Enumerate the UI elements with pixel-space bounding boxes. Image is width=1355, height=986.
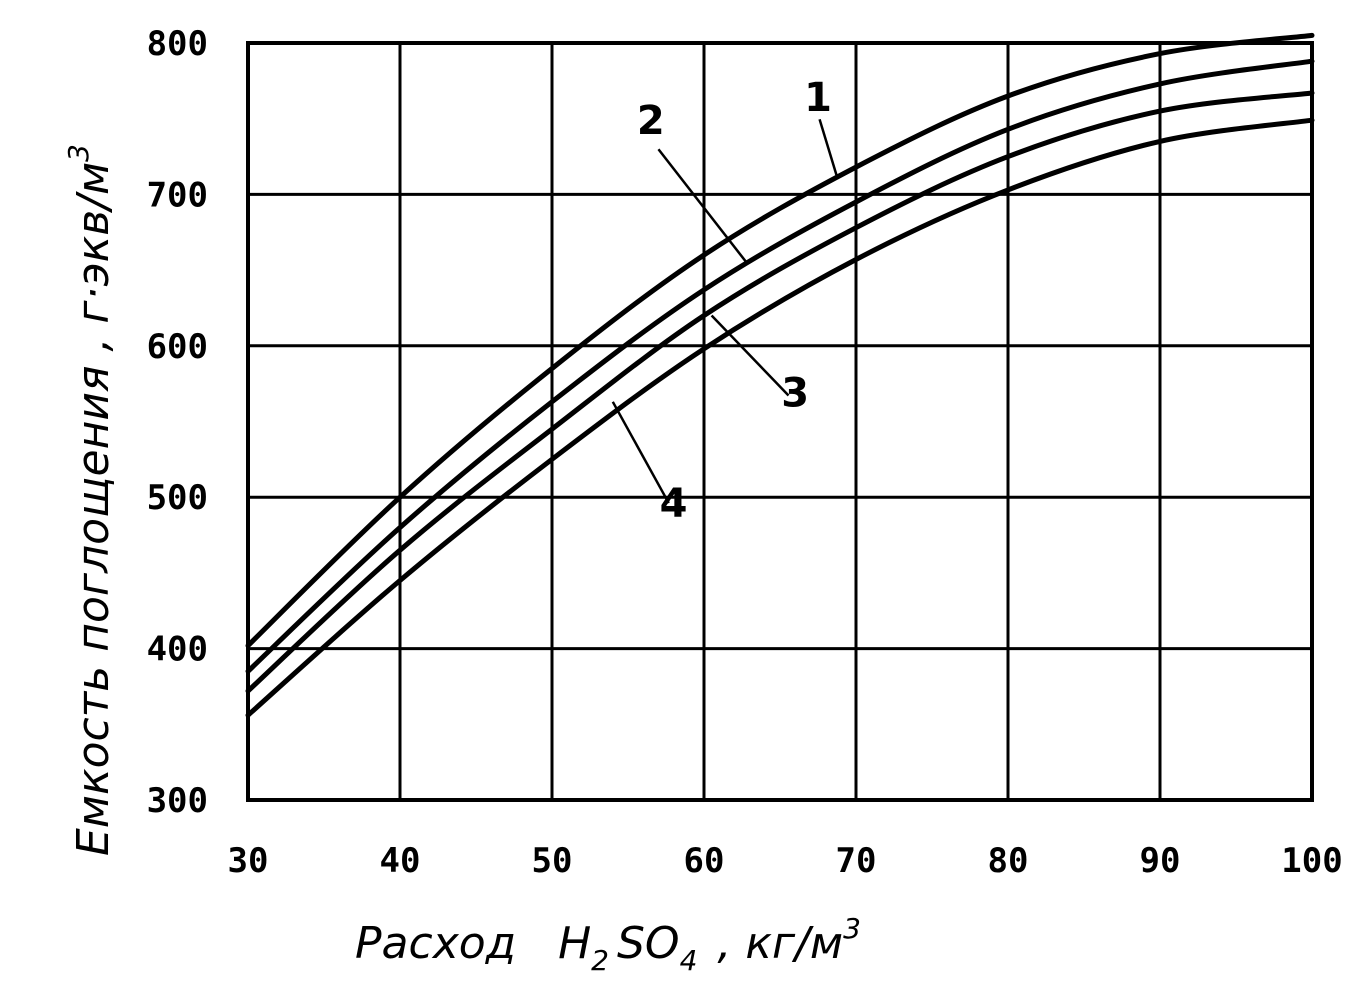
x-axis-title-main: Расход xyxy=(355,918,516,969)
curve-leader-line xyxy=(611,401,670,504)
series-lines xyxy=(245,32,1315,718)
y-tick-label: 600 xyxy=(147,327,208,367)
y-tick-label: 400 xyxy=(147,630,208,670)
x-tick-label: 70 xyxy=(836,841,877,881)
curve-labels: 1 2 3 4 xyxy=(611,75,839,527)
x-tick-label: 80 xyxy=(988,841,1029,881)
curve-label-4: 4 xyxy=(660,481,688,527)
y-tick-label: 800 xyxy=(147,24,208,64)
x-axis-unit-sup: 3 xyxy=(843,912,861,945)
x-tick-label: 40 xyxy=(380,841,421,881)
y-tick-label: 300 xyxy=(147,781,208,821)
plot-border xyxy=(246,41,1314,802)
curve-leader-line xyxy=(657,148,748,264)
grid-lines xyxy=(246,41,1314,802)
x-tick-labels: 30 40 50 60 70 80 90 100 xyxy=(228,841,1343,881)
x-axis-unit: , кг/м xyxy=(717,918,843,969)
x-tick-label: 100 xyxy=(1281,841,1342,881)
curve-leader-line xyxy=(818,118,839,180)
y-axis-title-sup: 3 xyxy=(62,144,95,162)
x-tick-label: 50 xyxy=(532,841,573,881)
y-tick-label: 700 xyxy=(147,175,208,215)
y-tick-labels: 300 400 500 600 700 800 xyxy=(147,24,208,821)
x-tick-label: 30 xyxy=(228,841,269,881)
curve-label-2: 2 xyxy=(637,98,665,144)
x-axis-formula-so-sub: 4 xyxy=(680,944,698,977)
series-line-2 xyxy=(245,58,1315,674)
x-tick-label: 60 xyxy=(684,841,725,881)
curve-leader-line xyxy=(710,314,790,397)
x-tick-label: 90 xyxy=(1140,841,1181,881)
x-axis-formula-h: H xyxy=(558,918,591,969)
y-tick-label: 500 xyxy=(147,478,208,518)
series-line-3 xyxy=(245,90,1315,694)
y-axis-title-text: Емкость поглощения , г·экв/м xyxy=(68,162,119,856)
x-axis-title: Расход H2 SO4 , кг/м3 xyxy=(355,912,861,977)
x-axis-formula-h-sub: 2 xyxy=(591,944,609,977)
y-axis-title: Емкость поглощения , г·экв/м3 xyxy=(62,144,119,856)
curve-label-3: 3 xyxy=(781,370,809,416)
series-line-1 xyxy=(245,32,1315,649)
series-line-4 xyxy=(245,117,1315,718)
x-axis-formula-so: SO xyxy=(617,918,680,969)
plot-frame xyxy=(246,41,1314,802)
curve-label-1: 1 xyxy=(804,75,832,121)
